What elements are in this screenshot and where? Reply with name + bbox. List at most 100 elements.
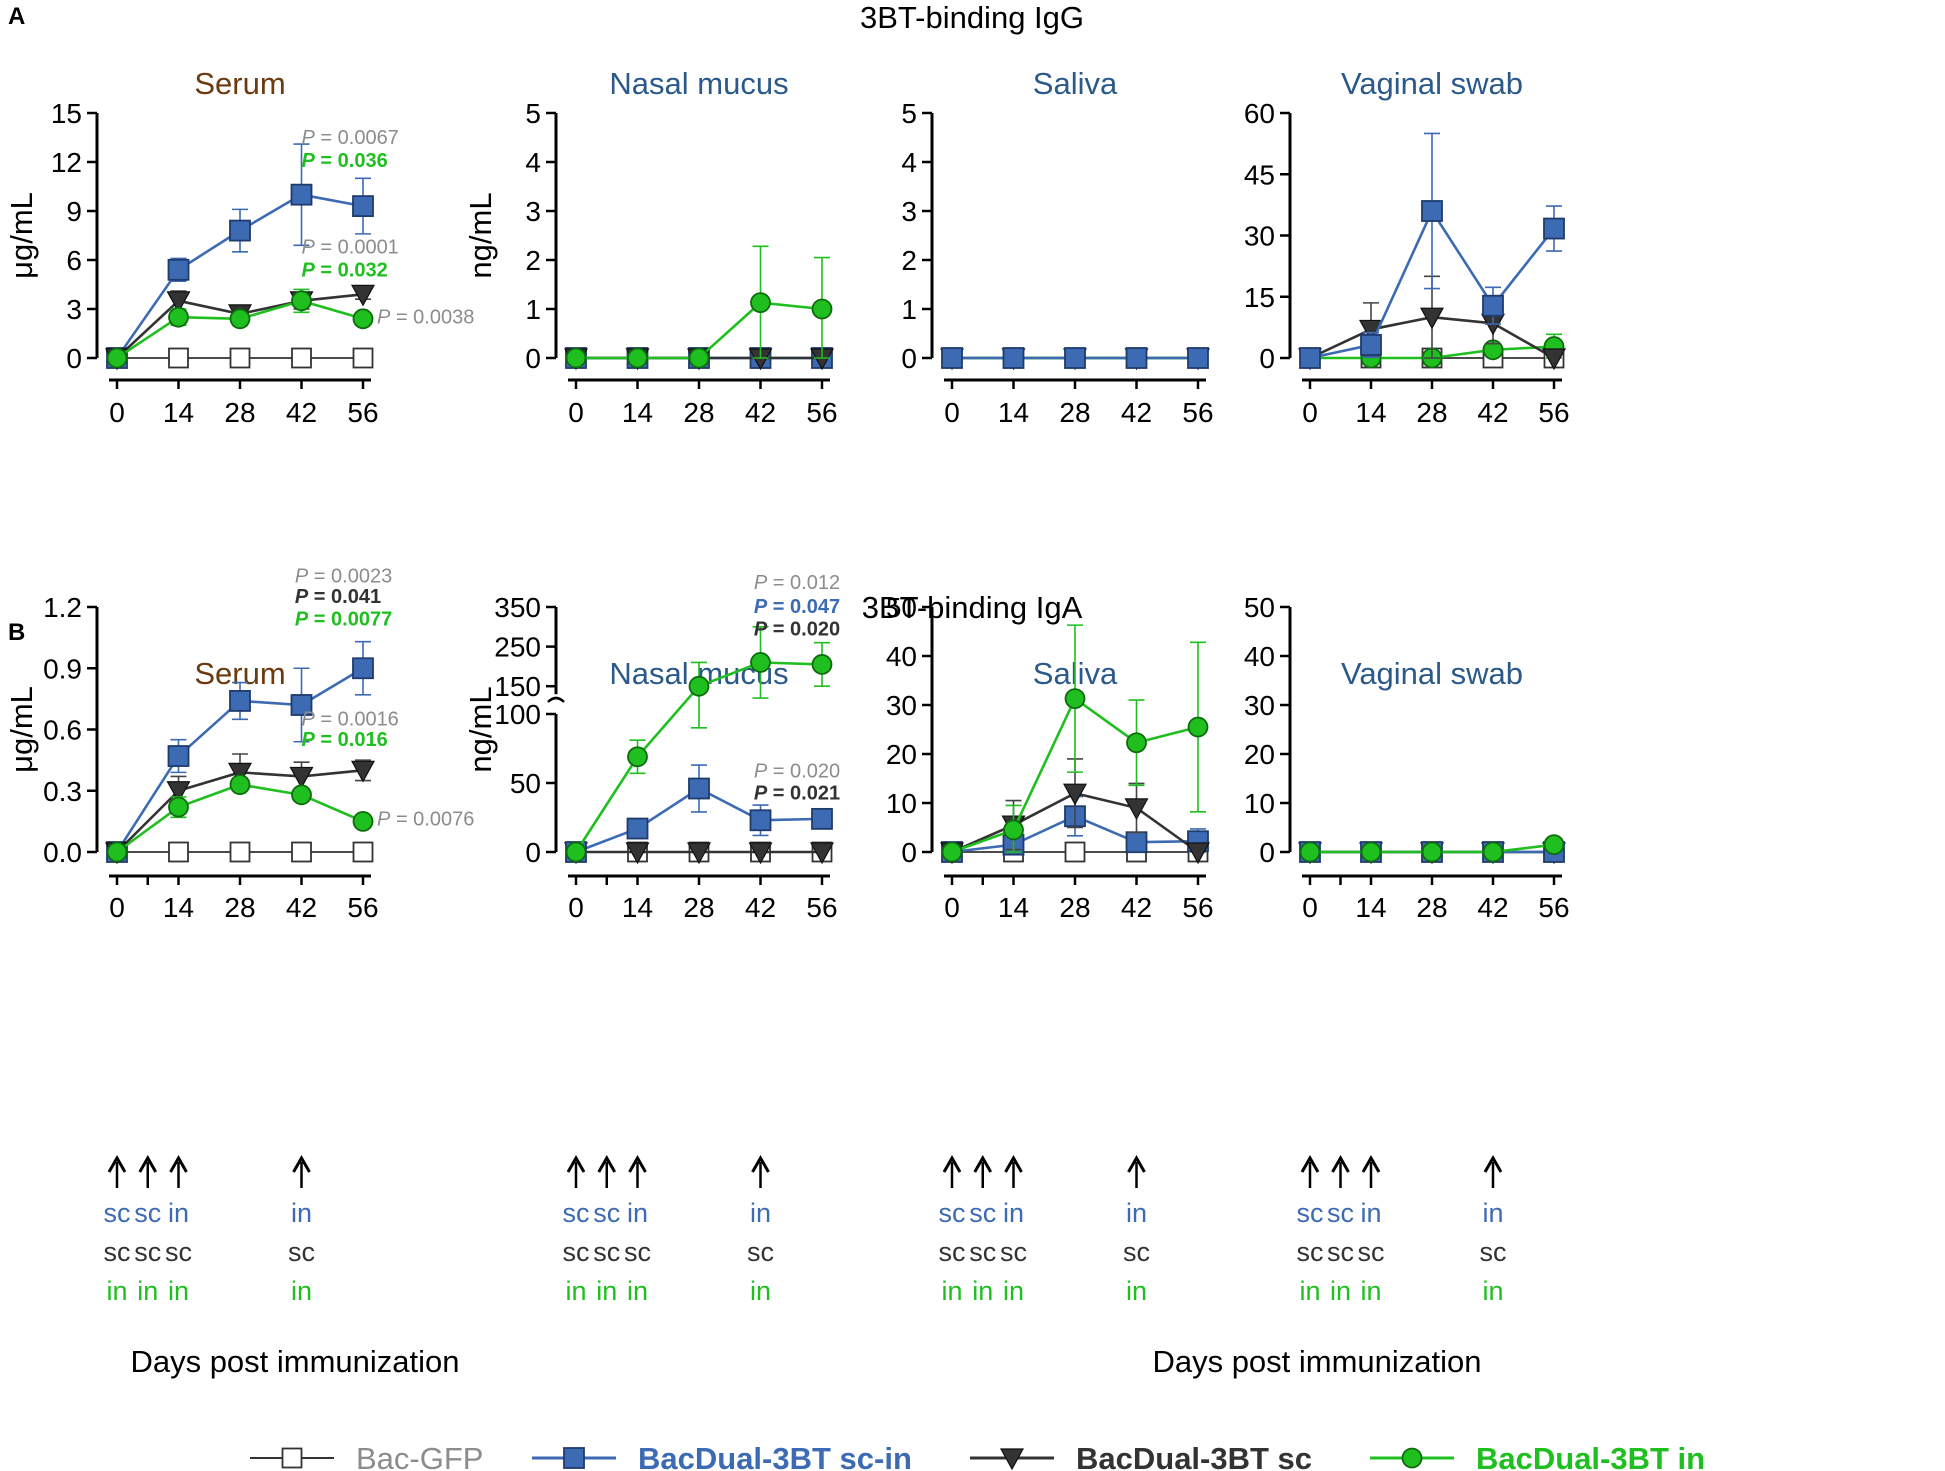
y-axis-label: μg/mL xyxy=(4,686,39,773)
p-value-text: = 0.020 xyxy=(767,760,840,782)
data-point xyxy=(688,675,710,697)
data-point xyxy=(166,781,191,803)
y-tick-label: 4 xyxy=(525,147,541,178)
arrow-head xyxy=(942,1154,962,1173)
p-symbol: P xyxy=(754,783,768,805)
data-point xyxy=(167,745,190,767)
route-label: in xyxy=(1126,1198,1147,1228)
p-value-annotation: P = 0.012 xyxy=(754,572,840,594)
x-tick-label: 0 xyxy=(109,892,125,923)
arrow-head xyxy=(1361,1154,1381,1173)
data-point xyxy=(352,347,374,369)
panel-label-a: A xyxy=(8,3,25,30)
arrow-head xyxy=(628,1154,647,1173)
y-tick-label: 50 xyxy=(1244,592,1275,623)
data-point xyxy=(1064,841,1086,863)
y-tick-label: 3 xyxy=(901,196,917,227)
y-tick-label: 30 xyxy=(1244,690,1275,721)
p-value-annotation: P = 0.016 xyxy=(302,729,388,751)
data-point xyxy=(352,841,374,863)
y-tick-label: 250 xyxy=(494,632,541,663)
p-symbol: P xyxy=(754,596,768,618)
series-bacgfp xyxy=(106,347,374,369)
x-tick-label: 0 xyxy=(568,397,584,428)
data-point xyxy=(565,841,587,863)
data-point xyxy=(749,809,772,832)
y-tick-label: 1 xyxy=(525,294,541,325)
route-label: in xyxy=(627,1276,648,1306)
x-tick-label: 42 xyxy=(286,892,317,923)
x-tick-label: 0 xyxy=(1302,397,1318,428)
data-point xyxy=(1124,798,1149,821)
arrow-head xyxy=(566,1154,586,1173)
route-label: sc xyxy=(1327,1198,1354,1228)
route-label: sc xyxy=(563,1198,590,1228)
p-value-text: = 0.047 xyxy=(767,596,840,618)
data-point xyxy=(1299,841,1321,863)
p-symbol: P xyxy=(377,307,391,329)
p-symbol: P xyxy=(302,259,316,281)
data-point xyxy=(291,290,312,312)
route-label: sc xyxy=(134,1237,161,1267)
data-point xyxy=(1003,819,1024,841)
data-point xyxy=(1419,307,1445,330)
data-point xyxy=(229,774,251,796)
p-value-text: = 0.012 xyxy=(767,572,840,594)
p-value-annotation: P = 0.0001 xyxy=(302,236,399,258)
route-label: in xyxy=(565,1276,586,1306)
chart-title: Nasal mucus xyxy=(609,66,788,101)
p-value-annotation: P = 0.020 xyxy=(754,760,840,782)
y-tick-label: 100 xyxy=(494,699,541,730)
p-value-text: = 0.0077 xyxy=(308,608,392,630)
route-label: sc xyxy=(1480,1237,1507,1267)
legend-item-bacgfp: Bac-GFP xyxy=(250,1441,483,1471)
route-label: in xyxy=(596,1276,617,1306)
y-axis-label: ng/mL xyxy=(463,192,498,278)
y-tick-label: 20 xyxy=(886,739,917,770)
x-tick-label: 56 xyxy=(347,397,378,428)
route-label: in xyxy=(750,1198,771,1228)
y-tick-label: 9 xyxy=(66,196,82,227)
p-value-text: = 0.020 xyxy=(767,619,840,641)
data-point xyxy=(1064,347,1086,369)
y-tick-label: 0.3 xyxy=(43,776,82,807)
x-tick-label: 0 xyxy=(1302,892,1318,923)
route-label: sc xyxy=(1297,1198,1324,1228)
series-sc_in xyxy=(941,347,1209,369)
route-label: in xyxy=(1003,1198,1024,1228)
x-tick-label: 0 xyxy=(568,892,584,923)
arrow-head xyxy=(1483,1154,1503,1173)
x-tick-label: 56 xyxy=(806,397,837,428)
x-tick-label: 28 xyxy=(224,892,255,923)
y-tick-label: 1.2 xyxy=(43,592,82,623)
route-label: sc xyxy=(1327,1237,1354,1267)
data-point xyxy=(748,842,773,865)
p-symbol: P xyxy=(754,572,768,594)
immunization-schedules: scscinscscininscininscinscscinscscininsc… xyxy=(104,1154,1507,1306)
data-point xyxy=(229,308,251,330)
series-in xyxy=(106,288,374,369)
data-point xyxy=(1421,200,1443,222)
series-in xyxy=(565,245,833,369)
legend-item-in: BacDual-3BT in xyxy=(1370,1441,1705,1471)
data-point xyxy=(106,347,128,369)
data-point xyxy=(1125,831,1148,854)
x-tick-label: 0 xyxy=(109,397,125,428)
x-tick-label: 42 xyxy=(1121,397,1152,428)
chart-A-vaginal: Vaginal swab 0 15 30 45 60 0 14 28 42 56 xyxy=(1244,66,1570,428)
series-bacgfp xyxy=(106,841,374,863)
route-label: sc xyxy=(939,1198,966,1228)
arrow-head xyxy=(1331,1154,1350,1173)
data-point xyxy=(289,766,314,789)
series-in xyxy=(941,624,1209,863)
p-value-text: = 0.0001 xyxy=(315,236,399,258)
route-label: in xyxy=(941,1276,962,1306)
chart-title: Serum xyxy=(194,66,285,101)
y-tick-label: 0.0 xyxy=(43,837,82,868)
p-value-annotation: P = 0.021 xyxy=(754,783,840,805)
y-tick-label: 40 xyxy=(1244,641,1275,672)
